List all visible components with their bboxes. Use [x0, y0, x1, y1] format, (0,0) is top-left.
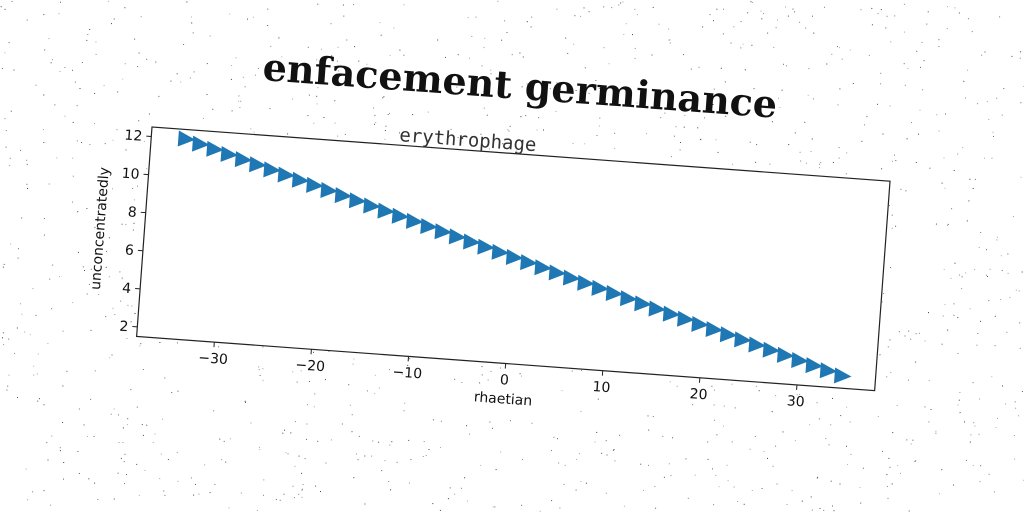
data-point — [634, 295, 652, 312]
data-point — [619, 290, 638, 307]
data-point — [548, 264, 567, 281]
data-point — [405, 212, 424, 229]
data-point — [648, 300, 667, 317]
data-point — [505, 248, 524, 265]
data-point — [220, 145, 239, 162]
data-point — [491, 243, 510, 260]
x-axis-label: rhaetian — [473, 389, 532, 409]
data-point — [762, 341, 781, 358]
y-tick-label: 8 — [127, 204, 137, 221]
data-point — [348, 192, 367, 209]
data-point — [334, 187, 353, 204]
data-point — [776, 346, 795, 363]
y-tick-label: 10 — [121, 166, 140, 183]
data-point — [520, 254, 538, 271]
data-point — [734, 331, 752, 348]
data-point — [320, 182, 338, 198]
data-points — [177, 130, 852, 384]
data-point — [277, 166, 296, 183]
data-point — [791, 352, 809, 368]
x-tick-label: 30 — [786, 393, 805, 410]
data-point — [833, 367, 852, 384]
y-axis-label: unconcentratedly — [88, 167, 113, 291]
x-tick-label: −30 — [198, 350, 229, 368]
data-point — [819, 362, 838, 379]
data-point — [177, 130, 196, 147]
data-point — [748, 336, 766, 353]
x-tick-label: 10 — [592, 379, 611, 396]
x-tick-label: −10 — [392, 364, 423, 382]
data-point — [306, 176, 324, 193]
data-point — [577, 274, 595, 291]
data-point — [420, 218, 438, 235]
x-tick-label: 20 — [689, 386, 708, 403]
data-point — [705, 321, 724, 338]
data-point — [677, 310, 695, 327]
chart-suptitle: enfacement germinance — [261, 44, 778, 127]
data-point — [562, 269, 581, 286]
x-axis-ticks: −30 −20 −10 0 10 20 30 — [198, 342, 805, 411]
data-point — [605, 285, 624, 302]
data-point — [206, 140, 224, 157]
data-point — [534, 259, 552, 276]
data-point — [291, 171, 310, 188]
data-point — [191, 135, 210, 152]
data-point — [249, 156, 267, 173]
y-tick-label: 2 — [119, 319, 129, 336]
data-point — [377, 202, 395, 219]
data-point — [263, 161, 281, 178]
data-point — [662, 305, 681, 322]
data-point — [691, 315, 709, 332]
y-tick-label: 12 — [124, 128, 143, 145]
x-tick-label: 0 — [499, 372, 509, 389]
data-point — [719, 326, 738, 343]
data-point — [391, 207, 410, 224]
data-point — [805, 357, 823, 374]
data-point — [591, 279, 609, 296]
data-point — [448, 228, 467, 245]
data-point — [463, 233, 481, 250]
data-point — [363, 197, 381, 214]
data-point — [434, 223, 453, 240]
data-point — [234, 151, 253, 168]
y-tick-label: 4 — [122, 281, 132, 298]
data-point — [477, 238, 495, 255]
x-tick-label: −20 — [295, 357, 326, 375]
y-axis-ticks: 2 4 6 8 10 12 — [119, 128, 152, 336]
y-tick-label: 6 — [124, 242, 134, 259]
